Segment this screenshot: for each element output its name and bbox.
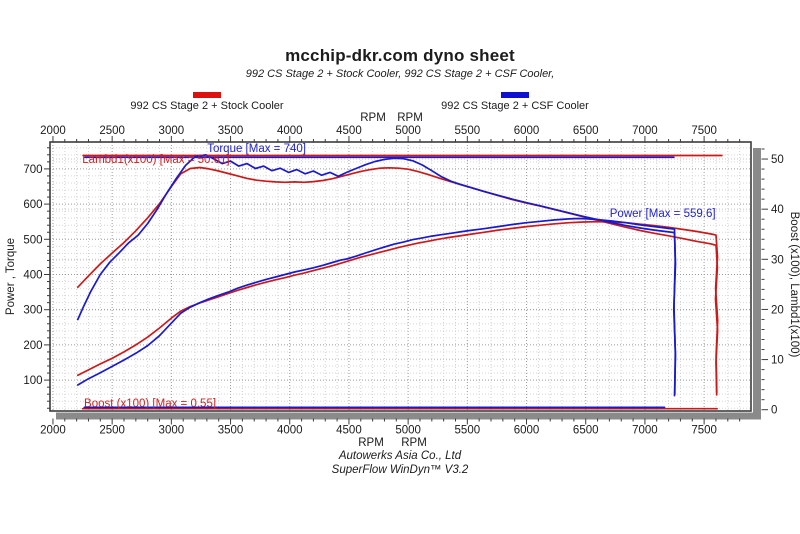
x-tick-label-top: 3500 — [218, 125, 244, 137]
left-axis-label: Power , Torque — [5, 238, 17, 315]
x-tick-label-bottom: 3000 — [159, 425, 185, 437]
annotation-label: Torque [Max = 740] — [207, 143, 306, 155]
x-tick-label-top: 6500 — [573, 125, 599, 137]
plot-frame — [49, 141, 752, 412]
x-tick-label-bottom: 6500 — [573, 425, 599, 437]
x-axis-unit-label-top: RPM — [397, 112, 423, 124]
annotation-label: Lambd1(x100) [Max = 50.61] — [82, 154, 229, 166]
series-torque-csf — [76, 153, 677, 397]
x-tick-label-top: 3000 — [159, 125, 185, 137]
legend-label-stock-cooler: 992 CS Stage 2 + Stock Cooler — [130, 100, 284, 112]
x-tick-label-bottom: 3500 — [218, 425, 244, 437]
left-tick-label: 400 — [23, 269, 42, 281]
page-subtitle: 992 CS Stage 2 + Stock Cooler, 992 CS St… — [245, 68, 555, 80]
footer-software: SuperFlow WinDyn™ V3.2 — [331, 464, 469, 476]
right-tick-label: 20 — [771, 304, 784, 316]
right-tick-label: 30 — [771, 254, 784, 266]
right-tick-label: 0 — [771, 405, 777, 417]
annotation-label: Power [Max = 559.6] — [610, 208, 716, 220]
right-tick-label: 10 — [771, 355, 784, 367]
left-tick-label: 500 — [23, 234, 42, 246]
x-tick-label-bottom: 6000 — [514, 425, 540, 437]
legend-item-stock-cooler: 992 CS Stage 2 + Stock Cooler — [97, 92, 317, 112]
plot-background — [50, 142, 751, 411]
x-tick-label-top: 4500 — [336, 125, 362, 137]
x-tick-label-bottom: 7500 — [691, 425, 717, 437]
x-tick-label-top: 7000 — [632, 125, 658, 137]
x-tick-label-top: 5500 — [455, 125, 481, 137]
series-torque-stock — [76, 166, 719, 396]
x-tick-label-bottom: 5000 — [395, 425, 421, 437]
left-tick-label: 700 — [23, 164, 42, 176]
x-tick-label-bottom: 4000 — [277, 425, 303, 437]
x-axis-unit-label-bottom: RPM — [401, 437, 427, 449]
csf-cooler-color-swatch-icon — [501, 92, 529, 98]
right-tick-label: 50 — [771, 154, 784, 166]
x-tick-label-bottom: 5500 — [455, 425, 481, 437]
left-tick-label: 100 — [23, 375, 42, 387]
legend-label-csf-cooler: 992 CS Stage 2 + CSF Cooler — [441, 100, 589, 112]
x-axis-unit-label-bottom: RPM — [358, 437, 384, 449]
left-tick-label: 200 — [23, 340, 42, 352]
right-tick-label: 40 — [771, 204, 784, 216]
x-tick-label-bottom: 4500 — [336, 425, 362, 437]
x-tick-label-bottom: 2000 — [40, 425, 66, 437]
x-tick-label-top: 5000 — [395, 125, 421, 137]
stock-cooler-color-swatch-icon — [193, 92, 221, 98]
frame-shadow-right — [753, 148, 761, 419]
x-tick-label-top: 2500 — [99, 125, 125, 137]
frame-shadow-bottom — [56, 412, 761, 420]
left-tick-label: 300 — [23, 305, 42, 317]
legend-item-csf-cooler: 992 CS Stage 2 + CSF Cooler — [405, 92, 625, 112]
x-tick-label-top: 7500 — [691, 125, 717, 137]
series-power-csf — [76, 217, 677, 396]
x-tick-label-top: 4000 — [277, 125, 303, 137]
x-axis-unit-label-top: RPM — [360, 112, 386, 124]
left-tick-label: 600 — [23, 199, 42, 211]
page-title: mcchip-dkr.com dyno sheet — [285, 46, 515, 65]
footer-company: Autowerks Asia Co., Ltd — [338, 450, 462, 462]
x-tick-label-top: 6000 — [514, 125, 540, 137]
x-tick-label-bottom: 7000 — [632, 425, 658, 437]
annotation-label: Boost (x100) [Max = 0.55] — [84, 398, 216, 410]
right-axis-label: Boost (x100), Lambd1(x100) — [788, 212, 800, 358]
x-tick-label-top: 2000 — [40, 125, 66, 137]
x-tick-label-bottom: 2500 — [99, 425, 125, 437]
